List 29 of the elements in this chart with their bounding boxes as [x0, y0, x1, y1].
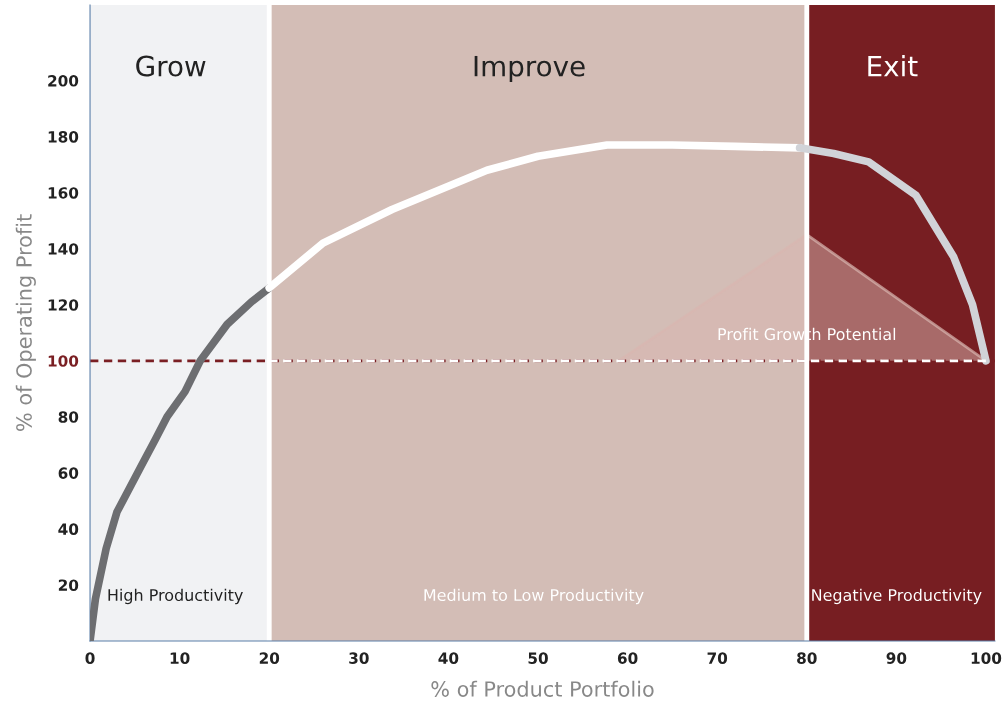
x-tick-label: 20 [259, 652, 280, 664]
y-tick-label: 20 [58, 579, 79, 591]
y-tick-label: 40 [58, 523, 79, 535]
x-axis-title: % of Product Portfolio [431, 680, 654, 697]
y-tick-label: 100 [48, 355, 79, 367]
y-tick-label: 140 [48, 243, 79, 255]
y-axis-title: % of Operating Profit [15, 214, 36, 431]
y-tick-label: 200 [48, 75, 79, 87]
annotation: Negative Productivity [812, 588, 982, 605]
x-tick-label: 10 [170, 652, 190, 664]
x-tick-label: 0 [85, 652, 95, 664]
x-tick-label: 50 [528, 652, 548, 664]
x-tick-label: 70 [707, 652, 728, 664]
y-tick-label: 160 [48, 187, 79, 199]
x-tick-label: 90 [886, 652, 907, 664]
x-tick-label: 100 [971, 652, 1002, 664]
band-label: Grow [136, 55, 206, 77]
annotation: High Productivity [108, 588, 243, 605]
band-label: Exit [868, 55, 918, 77]
x-tick-label: 40 [438, 652, 459, 664]
x-tick-label: 30 [349, 652, 369, 664]
x-tick-label: 80 [797, 652, 817, 664]
band-label: Improve [474, 55, 585, 82]
annotation: Medium to Low Productivity [424, 588, 644, 605]
y-tick-label: 120 [48, 299, 79, 311]
x-tick-label: 60 [617, 652, 638, 664]
y-tick-label: 60 [58, 467, 79, 479]
y-tick-label: 180 [48, 131, 79, 143]
y-tick-label: 80 [58, 411, 79, 423]
